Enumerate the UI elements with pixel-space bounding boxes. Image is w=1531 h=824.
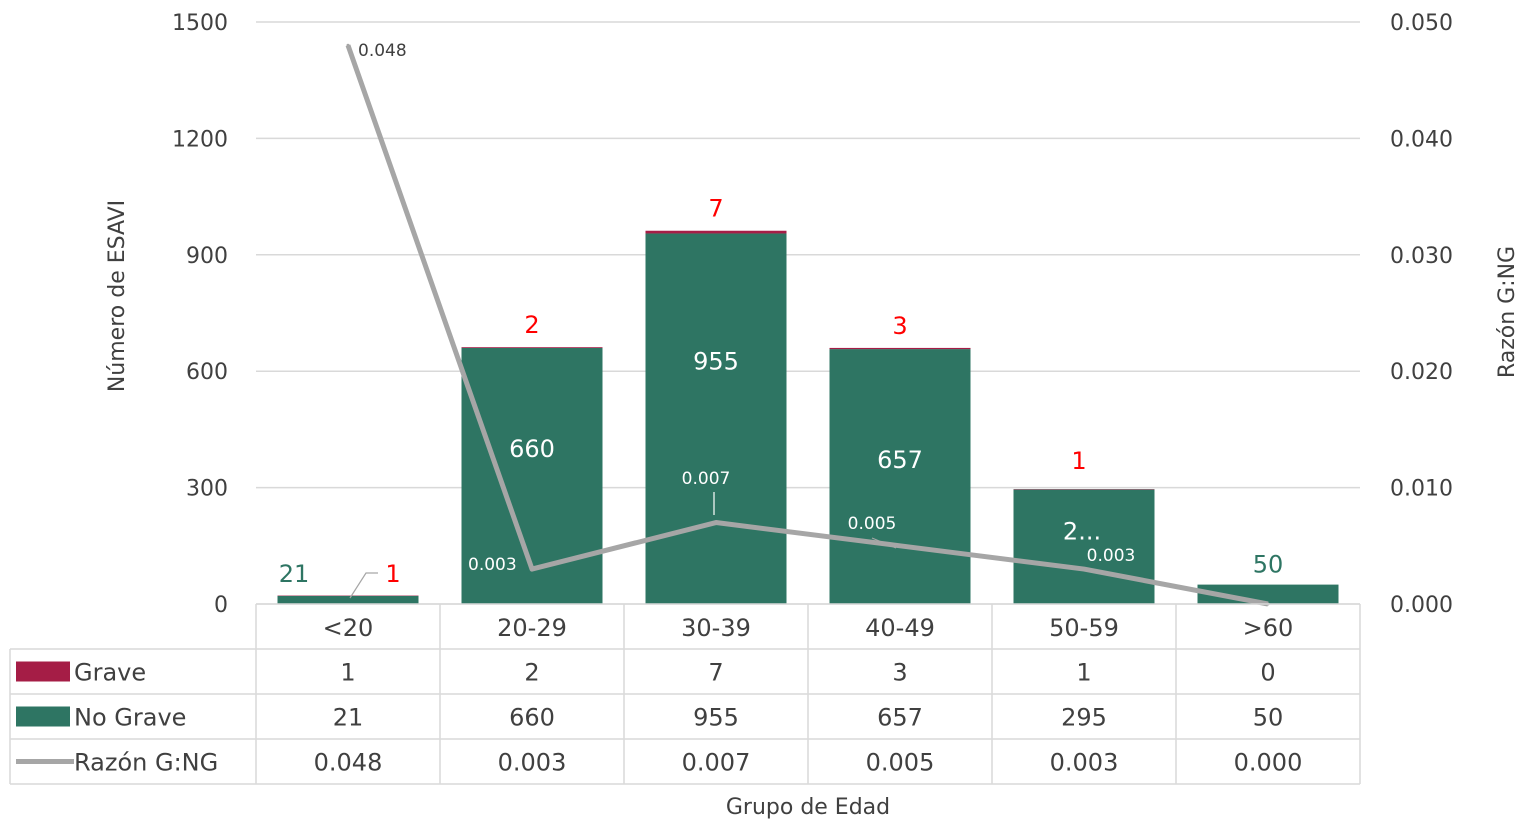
table-cell: 955 bbox=[693, 704, 739, 732]
label-no-grave: 21 bbox=[279, 560, 310, 588]
bar-grave bbox=[829, 347, 971, 350]
right-tick-label: 0.050 bbox=[1390, 11, 1453, 36]
table-cell: 295 bbox=[1061, 704, 1107, 732]
right-tick-label: 0.010 bbox=[1390, 477, 1453, 502]
ratio-point bbox=[898, 544, 902, 548]
x-axis-title: Grupo de Edad bbox=[726, 795, 890, 820]
data-labels: 21 660 955 657 2... 50 1 2 7 3 1 0.048 0.003 0.007 0.0… bbox=[279, 41, 1284, 599]
data-table: <20 20-29 30-39 40-49 50-59 >60 Grave 1 2 7 3 1 0 No … bbox=[9, 603, 1361, 785]
label-razon: 0.003 bbox=[468, 555, 517, 575]
right-tick-label: 0.040 bbox=[1390, 127, 1453, 152]
category-label: 30-39 bbox=[681, 614, 751, 642]
table-cell: 21 bbox=[333, 704, 364, 732]
bar-grave bbox=[461, 347, 603, 348]
table-cell: 657 bbox=[877, 704, 923, 732]
legend-label: Grave bbox=[74, 659, 146, 687]
label-no-grave: 2... bbox=[1063, 518, 1101, 546]
label-no-grave: 657 bbox=[877, 446, 923, 474]
bar-no-grave bbox=[829, 349, 971, 604]
leader-line bbox=[349, 572, 378, 599]
table-cell: 1 bbox=[340, 659, 355, 687]
label-razon: 0.005 bbox=[848, 514, 897, 534]
left-tick-label: 300 bbox=[186, 477, 228, 502]
leader-line bbox=[871, 537, 897, 549]
bar-no-grave bbox=[1013, 489, 1155, 604]
legend-swatch bbox=[16, 706, 70, 727]
table-cell: 3 bbox=[892, 659, 907, 687]
table-cell: 7 bbox=[708, 659, 723, 687]
left-tick-label: 900 bbox=[186, 244, 228, 269]
left-tick-label: 600 bbox=[186, 360, 228, 385]
bar-no-grave bbox=[461, 347, 603, 604]
bar-no-grave bbox=[277, 595, 419, 604]
table-cell: 660 bbox=[509, 704, 555, 732]
bar-grave bbox=[645, 230, 787, 234]
table-cell: 0.003 bbox=[1050, 749, 1119, 777]
label-razon: 0.007 bbox=[682, 469, 731, 489]
label-grave: 7 bbox=[708, 195, 723, 223]
label-razon: 0.048 bbox=[358, 41, 407, 61]
label-no-grave: 660 bbox=[509, 435, 555, 463]
gridlines bbox=[256, 21, 1360, 605]
left-axis-ticks: 0 300 600 900 1200 1500 bbox=[172, 11, 228, 618]
left-tick-label: 1200 bbox=[172, 127, 228, 152]
category-label: 20-29 bbox=[497, 614, 567, 642]
legend-label: Razón G:NG bbox=[74, 749, 218, 777]
right-tick-label: 0.030 bbox=[1390, 244, 1453, 269]
ratio-line-path bbox=[345, 44, 1269, 607]
right-tick-label: 0.000 bbox=[1390, 593, 1453, 618]
right-tick-label: 0.020 bbox=[1390, 360, 1453, 385]
y-axis-title: Número de ESAVI bbox=[105, 200, 130, 392]
table-cell: 0 bbox=[1260, 659, 1275, 687]
category-label: 40-49 bbox=[865, 614, 935, 642]
right-axis-ticks: 0.000 0.010 0.020 0.030 0.040 0.050 bbox=[1390, 11, 1453, 618]
table-cell: 2 bbox=[524, 659, 539, 687]
label-grave: 2 bbox=[524, 311, 539, 339]
left-tick-label: 0 bbox=[214, 593, 228, 618]
category-label: <20 bbox=[323, 614, 374, 642]
category-label: 50-59 bbox=[1049, 614, 1119, 642]
label-grave: 1 bbox=[1071, 447, 1086, 475]
table-cell: 0.007 bbox=[682, 749, 751, 777]
label-grave: 3 bbox=[892, 312, 907, 340]
table-cell: 1 bbox=[1076, 659, 1091, 687]
ratio-point bbox=[1082, 567, 1086, 571]
table-cell: 0.003 bbox=[498, 749, 567, 777]
table-cell: 50 bbox=[1253, 704, 1284, 732]
ratio-point bbox=[530, 567, 534, 571]
label-no-grave: 955 bbox=[693, 347, 739, 375]
ratio-point bbox=[714, 521, 718, 525]
legend-swatch bbox=[16, 661, 70, 682]
bar-no-grave bbox=[645, 233, 787, 604]
label-no-grave: 50 bbox=[1253, 551, 1284, 579]
category-label: >60 bbox=[1243, 614, 1294, 642]
label-razon: 0.003 bbox=[1087, 546, 1136, 566]
legend-label: No Grave bbox=[74, 704, 186, 732]
bars bbox=[277, 230, 1339, 604]
table-cell: 0.005 bbox=[866, 749, 935, 777]
y2-axis-title: Razón G:NG bbox=[1495, 246, 1520, 378]
ratio-point bbox=[346, 43, 350, 47]
left-tick-label: 1500 bbox=[172, 11, 228, 36]
label-grave: 1 bbox=[385, 560, 400, 588]
table-cell: 0.000 bbox=[1234, 749, 1303, 777]
table-cell: 0.048 bbox=[314, 749, 383, 777]
